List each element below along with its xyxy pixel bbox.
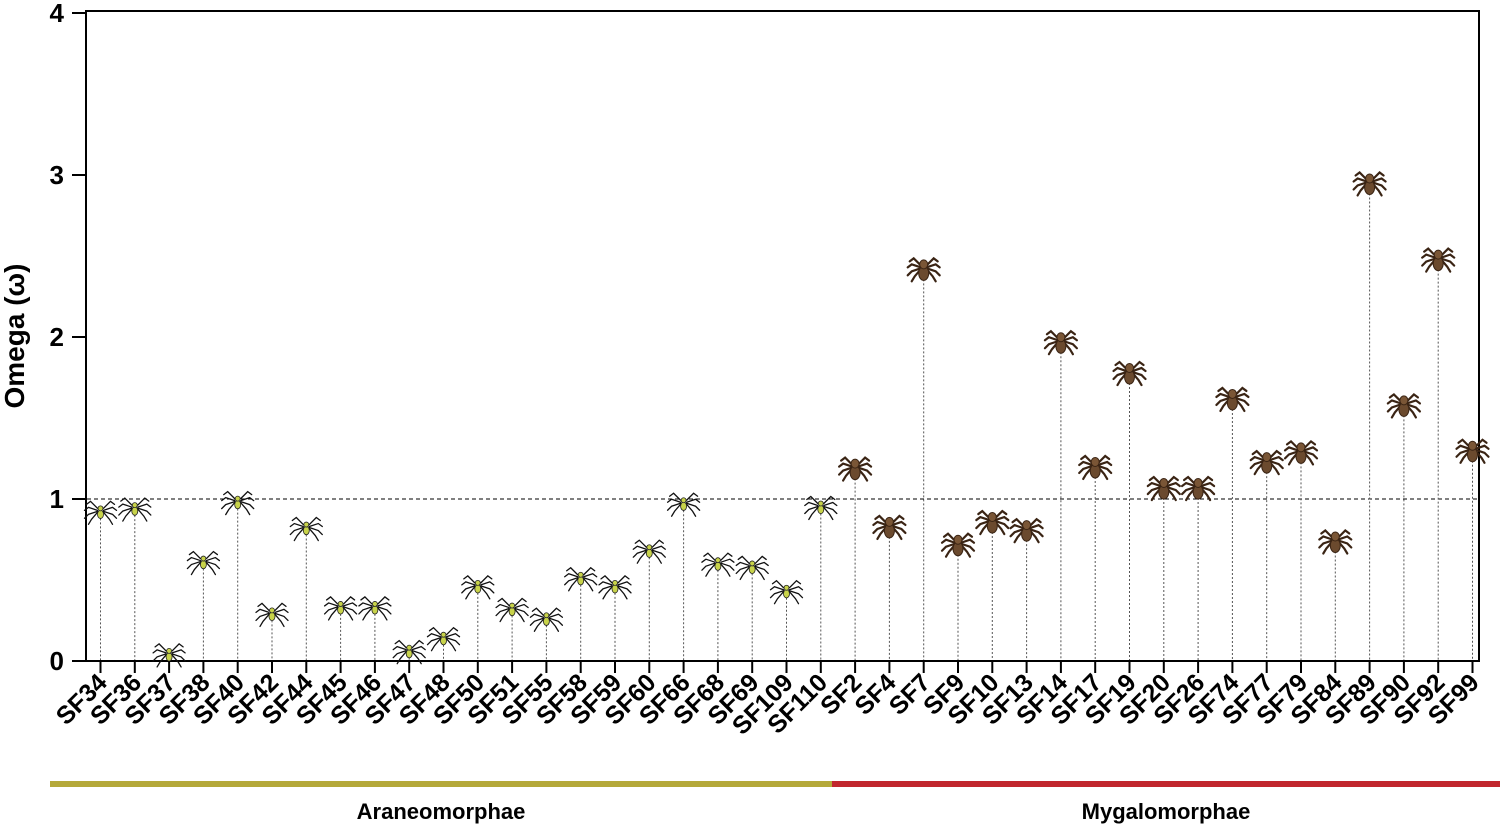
group-bar: [50, 781, 832, 787]
tarantula-marker: [906, 256, 941, 283]
tarantula-marker: [1249, 449, 1284, 476]
y-tick-label: 0: [50, 646, 64, 676]
group-label: Mygalomorphae: [1082, 799, 1251, 824]
spider-marker: [804, 495, 838, 521]
spider-marker: [735, 555, 769, 581]
spider-marker: [221, 490, 255, 516]
spider-marker: [118, 497, 152, 522]
plot-frame: [85, 10, 1480, 662]
y-tick-label: 1: [50, 484, 64, 514]
spider-marker: [666, 492, 701, 517]
tarantula-marker: [975, 509, 1010, 536]
tarantula-marker: [1455, 438, 1490, 464]
point-layer: [83, 171, 1490, 668]
group-bar: [832, 781, 1500, 787]
y-axis-title: Omega (ω): [0, 263, 30, 408]
stem-layer: [100, 181, 1473, 661]
spider-marker: [632, 539, 666, 564]
tarantula-marker: [1421, 247, 1456, 273]
y-tick-label: 3: [50, 160, 64, 190]
spider-marker: [289, 516, 323, 542]
spider-marker: [392, 639, 426, 665]
spider-marker: [769, 579, 804, 605]
spider-marker: [152, 643, 186, 668]
spider-marker: [461, 575, 495, 600]
tarantula-marker: [1386, 392, 1422, 419]
tarantula-marker: [1146, 475, 1181, 502]
tarantula-marker: [1352, 171, 1387, 197]
tarantula-marker: [1043, 329, 1079, 356]
tarantula-marker: [1180, 475, 1216, 502]
x-axis: SF34SF36SF37SF38SF40SF42SF44SF45SF46SF47…: [51, 661, 1485, 740]
tarantula-marker: [1318, 529, 1353, 555]
spider-marker: [701, 552, 735, 577]
spider-marker: [529, 607, 564, 632]
spider-marker: [495, 597, 529, 623]
y-tick-label: 4: [50, 0, 65, 28]
spider-marker: [564, 566, 598, 592]
tarantula-marker: [1283, 439, 1319, 466]
tarantula-marker: [872, 514, 907, 541]
spider-marker: [358, 596, 392, 621]
spider-marker: [598, 575, 632, 600]
spider-marker: [186, 550, 221, 576]
spider-marker: [323, 596, 358, 621]
group-layer: Araneomorphae Mygalomorphae: [50, 781, 1500, 824]
y-axis: 0 1 2 3 4: [50, 0, 86, 676]
spider-marker: [83, 500, 118, 525]
tarantula-marker: [1009, 517, 1044, 544]
tarantula-marker: [1215, 386, 1250, 413]
tarantula-marker: [1078, 454, 1113, 481]
group-label: Araneomorphae: [357, 799, 526, 824]
spider-marker: [255, 602, 289, 628]
y-tick-label: 2: [50, 322, 64, 352]
tarantula-marker: [837, 456, 873, 482]
tarantula-marker: [940, 532, 976, 558]
spider-marker: [426, 626, 461, 652]
tarantula-marker: [1112, 360, 1147, 387]
